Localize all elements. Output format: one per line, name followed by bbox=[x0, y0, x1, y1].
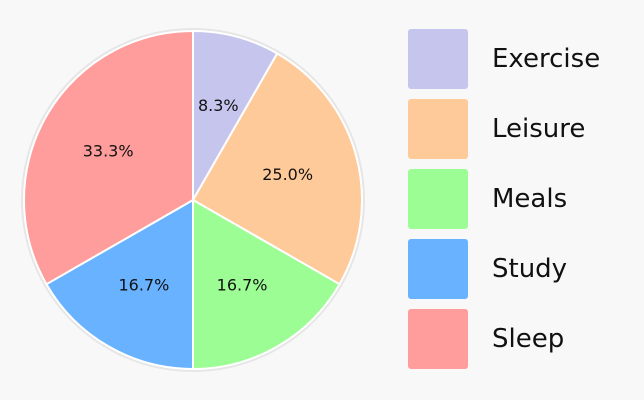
legend-swatch bbox=[408, 29, 468, 89]
legend-swatch bbox=[408, 239, 468, 299]
pie-slice-study bbox=[45, 198, 194, 371]
legend-item-sleep: Sleep bbox=[408, 308, 628, 370]
legend-label: Leisure bbox=[492, 114, 586, 144]
legend-label: Exercise bbox=[492, 44, 601, 74]
pie-slice-exercise bbox=[192, 29, 279, 204]
pie-chart: 8.3% 25.0% 16.7% 16.7% 33.3% bbox=[21, 28, 365, 372]
pie-labels: 8.3% 25.0% 16.7% 16.7% 33.3% bbox=[83, 96, 313, 295]
slice-label-exercise: 8.3% bbox=[198, 96, 239, 115]
legend: Exercise Leisure Meals Study Sleep bbox=[408, 28, 628, 378]
legend-label: Sleep bbox=[492, 324, 565, 354]
pie-slice-leisure bbox=[191, 52, 363, 286]
legend-swatch bbox=[408, 169, 468, 229]
slice-label-meals: 16.7% bbox=[217, 275, 268, 294]
legend-label: Meals bbox=[492, 184, 568, 214]
legend-label: Study bbox=[492, 254, 568, 284]
slice-label-leisure: 25.0% bbox=[262, 165, 313, 184]
legend-swatch bbox=[408, 309, 468, 369]
slice-label-study: 16.7% bbox=[118, 275, 169, 294]
legend-item-study: Study bbox=[408, 238, 628, 300]
pie-slice-sleep bbox=[23, 29, 194, 286]
legend-item-exercise: Exercise bbox=[408, 28, 628, 90]
pie-slices bbox=[23, 29, 363, 371]
slice-label-sleep: 33.3% bbox=[83, 141, 134, 160]
legend-item-meals: Meals bbox=[408, 168, 628, 230]
legend-swatch bbox=[408, 99, 468, 159]
pie-slice-meals bbox=[192, 198, 341, 371]
legend-item-leisure: Leisure bbox=[408, 98, 628, 160]
